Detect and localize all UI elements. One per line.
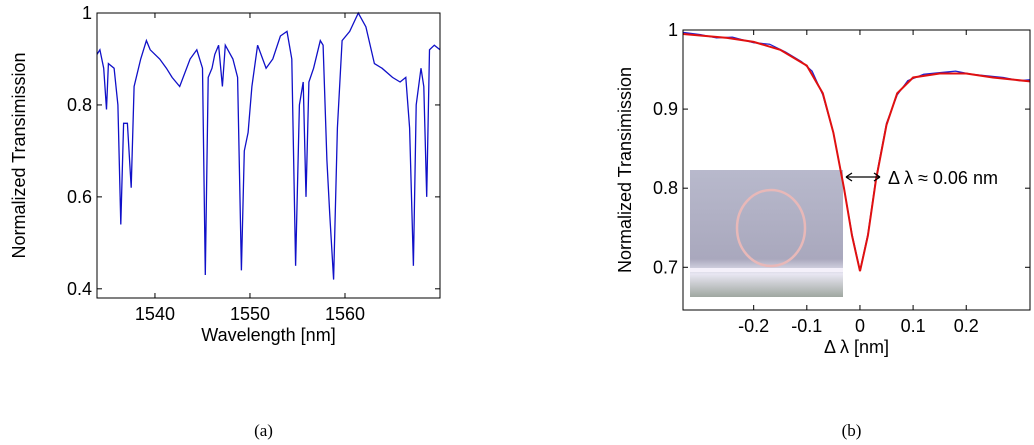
x-tick-label: 0 (855, 316, 865, 336)
x-tick-label: 1540 (135, 304, 175, 324)
annotation: Δ λ ≈ 0.06 nm (888, 168, 998, 188)
y-axis-label: Normalized Transimission (9, 52, 29, 258)
x-tick-label: -0.2 (738, 316, 769, 336)
ring (735, 188, 807, 268)
plot-frame (682, 29, 1031, 311)
caption: (a) (254, 421, 273, 440)
y-axis-label: Normalized Transimission (615, 67, 635, 273)
waveguide (690, 268, 843, 272)
y-tick-label: 0.8 (653, 178, 678, 198)
y-tick-label: 0.7 (653, 257, 678, 277)
data-line (96, 11, 441, 280)
caption: (b) (842, 421, 862, 440)
width-arrow (845, 172, 881, 182)
y-tick-label: 0.6 (67, 187, 92, 207)
x-tick-label: 0.2 (954, 316, 979, 336)
x-axis-label: Δ λ [nm] (824, 337, 889, 357)
x-tick-label: 1560 (325, 304, 365, 324)
x-tick-label: 1550 (230, 304, 270, 324)
data-line (682, 33, 1031, 272)
x-axis-label: Wavelength [nm] (201, 325, 335, 345)
y-tick-label: 1 (668, 20, 678, 40)
y-tick-label: 0.4 (67, 279, 92, 299)
y-tick-label: 0.8 (67, 95, 92, 115)
plot-frame (96, 12, 441, 299)
y-tick-label: 1 (82, 3, 92, 23)
y-tick-label: 0.9 (653, 99, 678, 119)
x-tick-label: -0.1 (791, 316, 822, 336)
x-tick-label: 0.1 (901, 316, 926, 336)
